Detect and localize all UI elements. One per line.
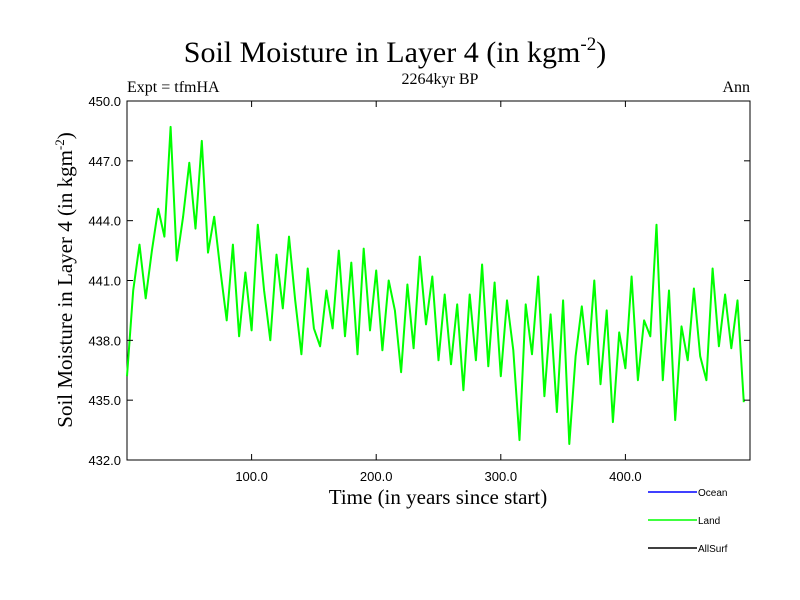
x-tick-label: 100.0 xyxy=(235,469,268,484)
x-axis-label: Time (in years since start) xyxy=(329,485,548,509)
x-tick-label: 200.0 xyxy=(360,469,393,484)
x-axis-ticks: 100.0 200.0 300.0 400.0 xyxy=(235,101,642,484)
x-tick-label: 300.0 xyxy=(485,469,518,484)
y-tick-label: 444.0 xyxy=(88,214,121,229)
season-label: Ann xyxy=(722,79,750,96)
x-tick-label: 400.0 xyxy=(609,469,642,484)
y-tick-label: 435.0 xyxy=(88,393,121,408)
y-tick-label: 447.0 xyxy=(88,154,121,169)
y-axis-ticks: 432.0 435.0 438.0 441.0 444.0 447.0 450.0 xyxy=(88,94,750,468)
y-tick-label: 438.0 xyxy=(88,333,121,348)
y-tick-label: 441.0 xyxy=(88,274,121,289)
legend-ocean-label: Ocean xyxy=(698,488,727,499)
experiment-label: Expt = tfmHA xyxy=(127,79,220,96)
y-axis-label: Soil Moisture in Layer 4 (in kgm-2) xyxy=(52,132,77,427)
y-tick-label: 450.0 xyxy=(88,94,121,109)
land-series-line xyxy=(126,125,745,445)
legend-allsurf-label: AllSurf xyxy=(698,544,728,555)
legend: Ocean Land AllSurf xyxy=(648,488,728,555)
plot-area-frame xyxy=(126,100,751,461)
legend-land-label: Land xyxy=(698,516,720,527)
chart-subtitle: 2264kyr BP xyxy=(402,71,479,88)
chart-title: Soil Moisture in Layer 4 (in kgm-2) xyxy=(184,34,606,69)
y-tick-label: 432.0 xyxy=(88,453,121,468)
